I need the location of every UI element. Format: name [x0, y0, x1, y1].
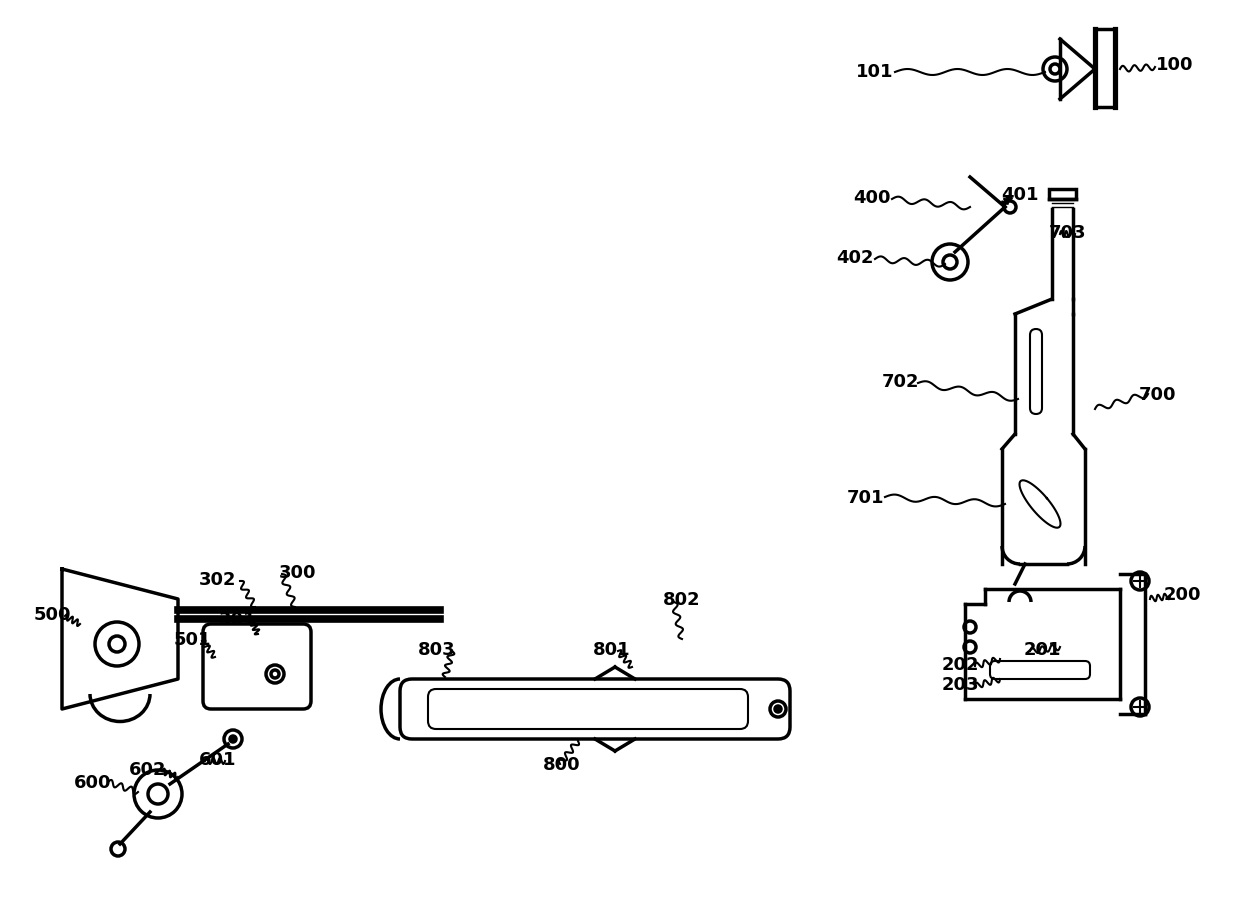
Text: 803: 803 [418, 640, 456, 659]
Bar [1049, 189, 1076, 200]
Text: 400: 400 [853, 189, 890, 207]
Text: 402: 402 [836, 249, 874, 267]
Text: 200: 200 [1163, 586, 1200, 603]
Text: 201: 201 [1023, 640, 1060, 659]
Text: 302: 302 [200, 570, 237, 589]
Text: 600: 600 [74, 773, 112, 791]
Text: 202: 202 [941, 655, 978, 673]
Text: 801: 801 [593, 640, 631, 659]
Text: 301: 301 [219, 610, 257, 629]
Text: 401: 401 [1001, 186, 1039, 204]
Text: 602: 602 [129, 760, 166, 778]
Text: 700: 700 [1140, 385, 1177, 404]
Text: 702: 702 [882, 373, 919, 391]
Circle shape [229, 736, 236, 742]
Text: 501: 501 [174, 630, 211, 649]
Text: 703: 703 [1049, 224, 1086, 241]
Text: 300: 300 [279, 563, 316, 581]
Circle shape [775, 706, 781, 712]
Text: 203: 203 [941, 675, 978, 693]
Text: 500: 500 [33, 605, 71, 623]
Text: 802: 802 [663, 590, 701, 609]
Text: 101: 101 [857, 63, 894, 81]
Text: 800: 800 [543, 755, 580, 773]
Text: 100: 100 [1156, 56, 1194, 74]
Text: 601: 601 [200, 750, 237, 768]
Text: 701: 701 [846, 488, 884, 507]
